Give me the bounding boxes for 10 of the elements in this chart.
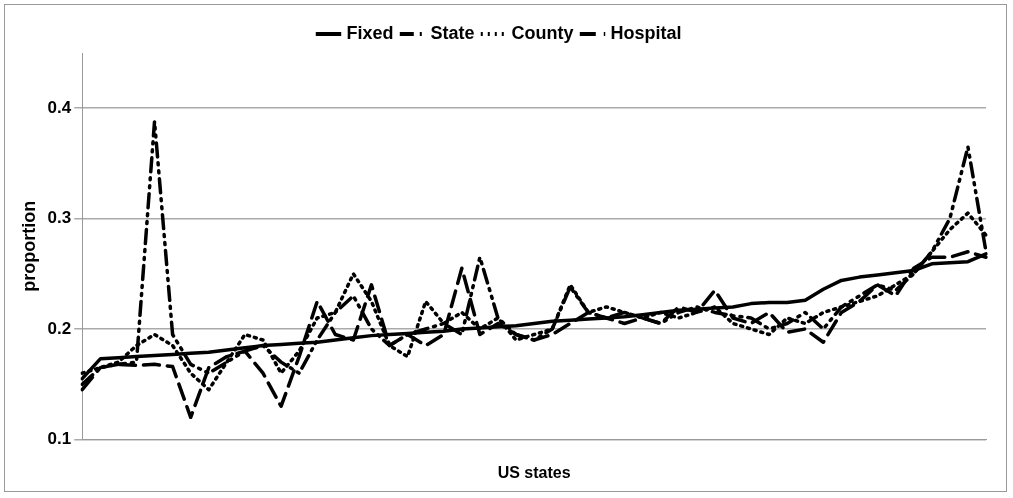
legend-label: Fixed [346,22,394,43]
x-axis-title: US states [497,463,571,481]
y-axis-title: proportion [18,200,39,292]
legend-label: Hospital [610,22,682,43]
legend-label: County [511,22,574,43]
y-tick-label: 0.2 [47,318,72,338]
y-tick-label: 0.4 [47,97,72,117]
legend-label: State [430,22,475,43]
y-tick-label: 0.1 [47,429,72,449]
y-tick-label: 0.3 [47,208,72,228]
